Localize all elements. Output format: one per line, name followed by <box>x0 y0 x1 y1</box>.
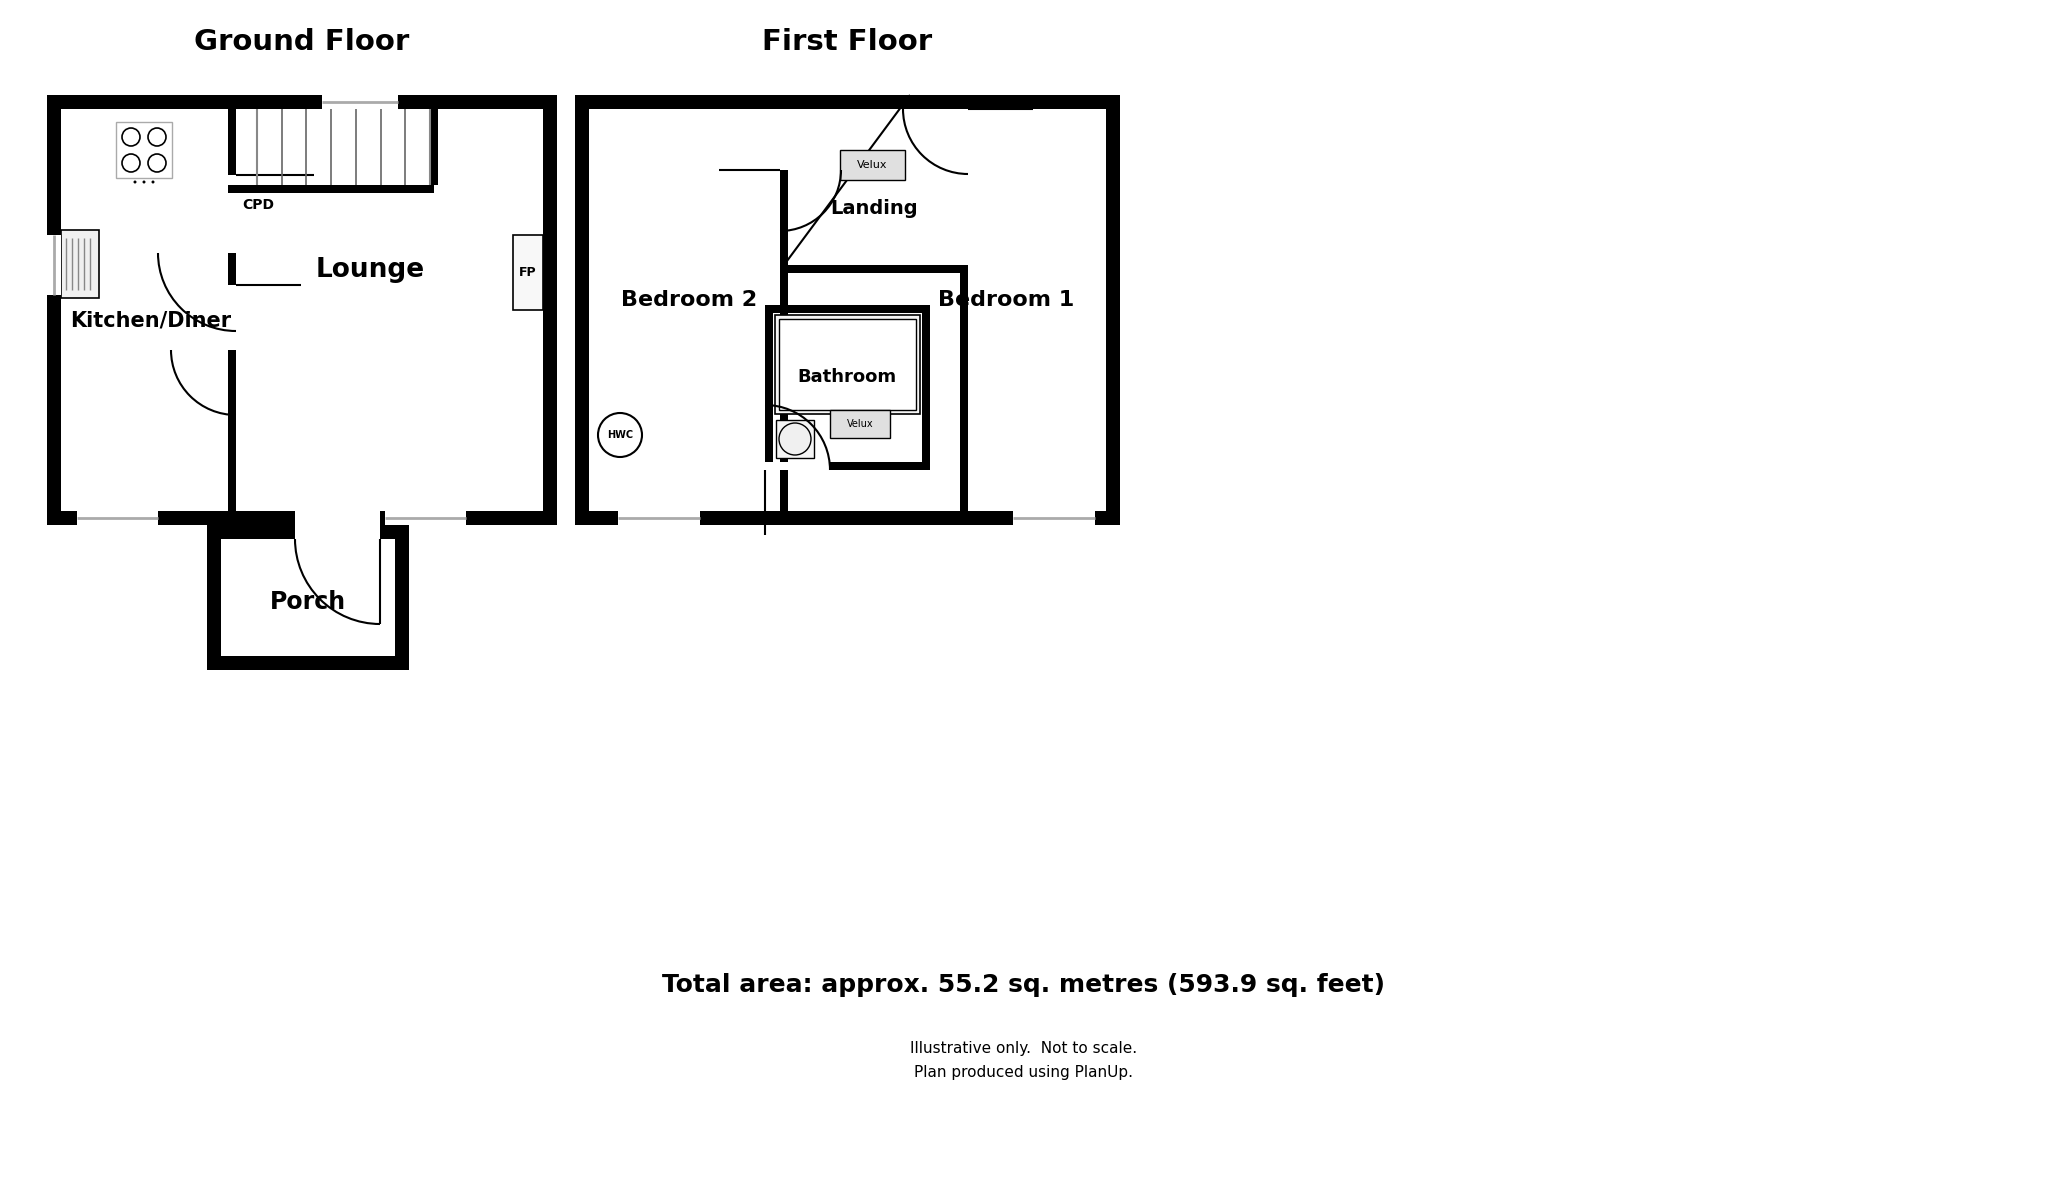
Bar <box>207 525 410 540</box>
Bar <box>61 230 98 298</box>
Bar <box>61 230 98 298</box>
Bar <box>47 511 557 525</box>
Bar <box>922 305 930 470</box>
Bar <box>512 235 543 310</box>
Bar <box>766 305 772 470</box>
Circle shape <box>143 181 145 183</box>
Text: CPD: CPD <box>242 198 274 212</box>
Bar <box>766 305 930 313</box>
Bar <box>543 95 557 525</box>
Bar <box>430 110 438 185</box>
Bar <box>78 511 158 525</box>
Bar <box>47 95 61 525</box>
Bar <box>47 95 557 110</box>
Bar <box>47 235 61 295</box>
Bar <box>766 462 829 470</box>
Bar <box>774 314 920 414</box>
Bar <box>829 410 891 438</box>
Bar <box>575 95 590 525</box>
Bar <box>829 410 891 438</box>
Bar <box>227 185 434 193</box>
Circle shape <box>133 181 137 183</box>
Bar <box>207 525 221 671</box>
Text: HWC: HWC <box>606 430 633 439</box>
Bar <box>512 235 543 310</box>
Circle shape <box>152 181 154 183</box>
Bar <box>575 95 1120 110</box>
Bar <box>961 110 969 174</box>
Text: Landing: Landing <box>829 200 918 218</box>
Text: Kitchen/Diner: Kitchen/Diner <box>70 310 231 330</box>
Bar <box>322 95 397 110</box>
Text: Total area: approx. 55.2 sq. metres (593.9 sq. feet): Total area: approx. 55.2 sq. metres (593… <box>662 973 1386 997</box>
Circle shape <box>598 413 641 457</box>
Text: Plan produced using PlanUp.: Plan produced using PlanUp. <box>915 1066 1133 1080</box>
Bar <box>227 110 236 175</box>
Bar <box>385 511 467 525</box>
Bar <box>295 525 381 540</box>
Bar <box>117 121 172 177</box>
Text: Illustrative only.  Not to scale.: Illustrative only. Not to scale. <box>911 1041 1137 1055</box>
Text: Velux: Velux <box>846 419 872 429</box>
Bar <box>961 266 969 511</box>
Bar <box>227 350 236 511</box>
Bar <box>780 266 969 273</box>
Bar <box>207 656 410 671</box>
Bar <box>295 511 381 525</box>
Bar <box>780 110 788 511</box>
Bar <box>1014 511 1096 525</box>
Bar <box>778 319 915 410</box>
Text: Velux: Velux <box>856 160 887 170</box>
Bar <box>766 462 930 470</box>
Bar <box>840 150 905 180</box>
Bar <box>1106 95 1120 525</box>
Text: Porch: Porch <box>270 590 346 615</box>
Bar <box>395 525 410 671</box>
Bar <box>575 511 1120 525</box>
Circle shape <box>778 423 811 455</box>
Text: First Floor: First Floor <box>762 29 932 56</box>
Text: Ground Floor: Ground Floor <box>195 29 410 56</box>
Bar <box>840 150 905 180</box>
Bar <box>776 420 813 459</box>
Bar <box>780 110 788 170</box>
Text: Bedroom 2: Bedroom 2 <box>621 289 758 310</box>
Text: FP: FP <box>520 267 537 280</box>
Text: Bedroom 1: Bedroom 1 <box>938 289 1073 310</box>
Text: Bathroom: Bathroom <box>797 368 897 386</box>
Text: Lounge: Lounge <box>315 257 424 283</box>
Bar <box>618 511 700 525</box>
Bar <box>227 252 236 285</box>
